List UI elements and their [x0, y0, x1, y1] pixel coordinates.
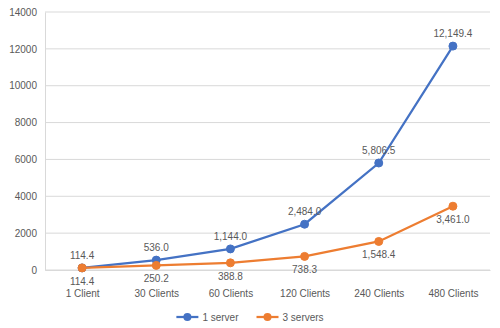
grid-line — [45, 122, 490, 123]
y-tick-label: 8000 — [15, 117, 38, 128]
legend-marker — [183, 313, 191, 321]
data-label: 5,806.5 — [362, 145, 396, 156]
x-tick: 1 Client — [66, 270, 100, 299]
x-axis-line — [46, 270, 491, 271]
y-tick: 4000 — [15, 191, 45, 202]
legend-label: 1 server — [202, 312, 239, 323]
series-point — [78, 264, 86, 272]
data-label: 738.3 — [292, 264, 317, 275]
series-line — [82, 46, 453, 268]
y-tick: 12000 — [9, 44, 45, 55]
series-point — [375, 237, 383, 245]
data-label: 114.4 — [70, 276, 95, 287]
data-labels: 114.4 536.0 1,144.0 2,484.0 5,806.5 12,149.4 1… — [70, 28, 473, 287]
y-axis: 0 2000 4000 6000 8000 10000 12000 14000 — [9, 7, 45, 276]
series-point — [152, 261, 160, 269]
y-tick-label: 14000 — [9, 7, 37, 18]
y-tick-label: 4000 — [15, 191, 38, 202]
series-point — [375, 159, 383, 167]
series-point — [449, 42, 457, 50]
data-label: 388.8 — [218, 271, 243, 282]
y-tick: 2000 — [15, 228, 45, 239]
grid-line — [45, 233, 490, 234]
series-point — [301, 220, 309, 228]
grid-line — [45, 85, 490, 86]
series-point — [449, 202, 457, 210]
y-tick-label: 6000 — [15, 154, 38, 165]
data-label: 114.4 — [70, 250, 95, 261]
x-tick-label: 120 Clients — [280, 288, 330, 299]
y-tick: 0 — [31, 265, 45, 276]
x-tick: 240 Clients — [354, 270, 404, 299]
legend: 1 server 3 servers — [176, 312, 323, 323]
y-axis-line — [45, 13, 46, 271]
data-label: 3,461.0 — [436, 214, 470, 225]
series-point — [226, 245, 234, 253]
data-label: 2,484.0 — [288, 206, 322, 217]
grid — [45, 12, 490, 270]
series-line — [82, 206, 453, 268]
series-point — [78, 264, 86, 272]
y-tick-label: 10000 — [9, 80, 37, 91]
y-tick: 8000 — [15, 117, 45, 128]
x-tick-label: 240 Clients — [354, 288, 404, 299]
x-tick: 30 Clients — [135, 270, 179, 299]
data-label: 250.2 — [144, 273, 169, 284]
grid-line — [45, 12, 490, 13]
x-tick: 480 Clients — [428, 270, 478, 299]
legend-label: 3 servers — [283, 312, 324, 323]
x-tick-label: 480 Clients — [428, 288, 478, 299]
data-label: 1,144.0 — [214, 231, 248, 242]
x-tick-label: 60 Clients — [209, 288, 253, 299]
x-tick: 60 Clients — [209, 270, 253, 299]
grid-line — [45, 196, 490, 197]
y-tick-label: 2000 — [15, 228, 38, 239]
legend-marker — [264, 313, 272, 321]
data-label: 536.0 — [144, 242, 169, 253]
legend-item: 3 servers — [257, 312, 324, 323]
y-tick: 14000 — [9, 7, 45, 18]
y-tick-label: 12000 — [9, 44, 37, 55]
grid-line — [45, 159, 490, 160]
y-tick-label: 0 — [31, 265, 37, 276]
x-axis: 1 Client 30 Clients 60 Clients 120 Clients 2… — [46, 270, 491, 299]
x-tick-label: 30 Clients — [135, 288, 179, 299]
grid-line — [45, 270, 490, 271]
y-tick: 10000 — [9, 80, 45, 91]
marks — [78, 42, 457, 272]
x-tick-label: 1 Client — [66, 288, 100, 299]
series-point — [301, 252, 309, 260]
data-label: 1,548.4 — [362, 249, 396, 260]
data-label: 12,149.4 — [433, 28, 472, 39]
grid-line — [45, 48, 490, 49]
chart: 0 2000 4000 6000 8000 10000 12000 14000 1 Client… — [0, 0, 500, 328]
plot: 0 2000 4000 6000 8000 10000 12000 14000 1 Client… — [9, 7, 490, 299]
y-tick: 6000 — [15, 154, 45, 165]
series-point — [226, 259, 234, 267]
legend-item: 1 server — [176, 312, 239, 323]
